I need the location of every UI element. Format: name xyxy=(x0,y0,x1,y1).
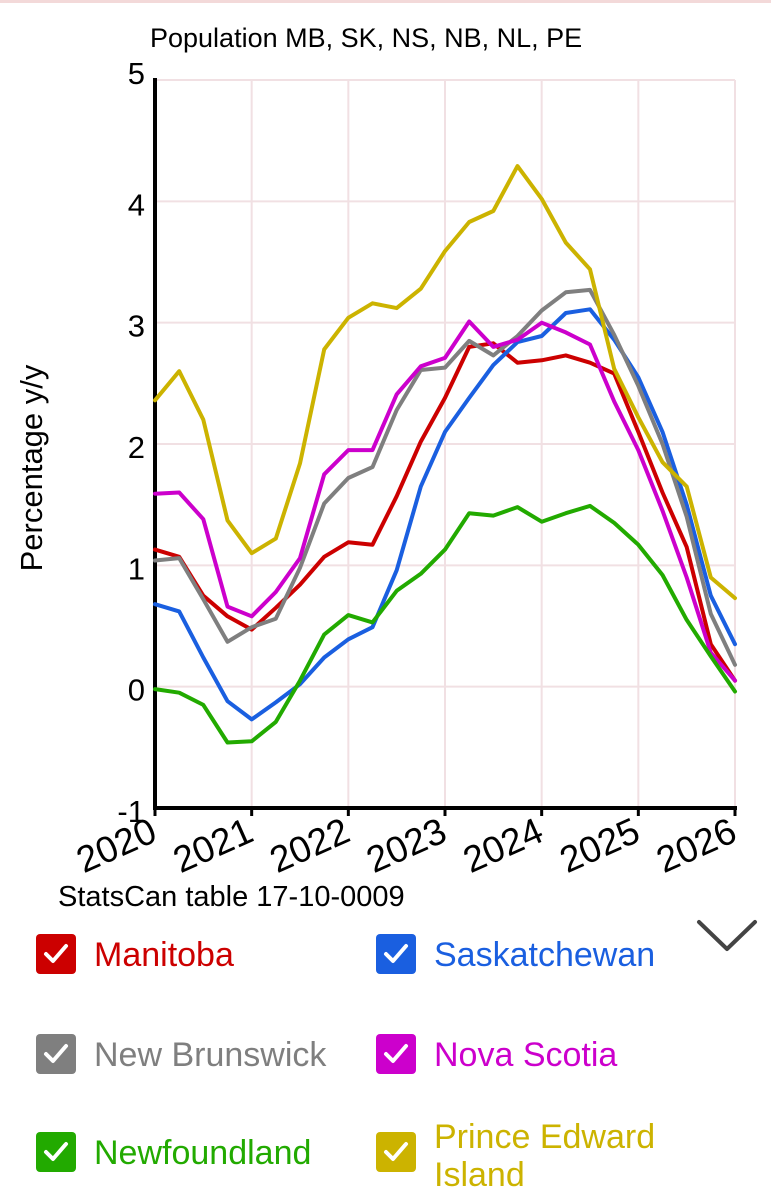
series-line-newfoundland xyxy=(153,503,737,745)
y-tick-label: 5 xyxy=(128,56,145,91)
chart-title: Population MB, SK, NS, NB, NL, PE xyxy=(150,23,582,53)
checkbox-checked-icon[interactable] xyxy=(376,1034,416,1074)
x-tick-label: 2020 xyxy=(70,810,162,881)
source-note: StatsCan table 17-10-0009 xyxy=(58,881,405,913)
checkbox-checked-icon[interactable] xyxy=(36,1034,76,1074)
series-line-nova-scotia xyxy=(153,319,737,683)
x-tick-label: 2024 xyxy=(457,810,549,881)
legend-label: New Brunswick xyxy=(94,1036,327,1074)
legend-label: Nova Scotia xyxy=(434,1036,618,1074)
top-border xyxy=(0,0,771,3)
x-tick-label: 2021 xyxy=(167,810,259,881)
series-lines xyxy=(153,164,737,745)
x-tick-label: 2022 xyxy=(264,810,356,881)
legend-item-prince-edward-island[interactable]: Prince Edward Island xyxy=(376,1118,694,1194)
series-line-new-brunswick xyxy=(153,287,737,667)
y-tick-label: 1 xyxy=(128,551,145,586)
x-tick-labels: 2020 2021 2022 2023 2024 2025 2026 xyxy=(70,810,742,881)
checkbox-checked-icon[interactable] xyxy=(376,934,416,974)
checkbox-checked-icon[interactable] xyxy=(376,1132,416,1172)
y-tick-label: -1 xyxy=(117,794,145,829)
x-tick-label: 2023 xyxy=(360,810,452,881)
series-line-prince-edward-island xyxy=(153,164,737,601)
y-tick-label: 2 xyxy=(128,430,145,465)
legend-label: Manitoba xyxy=(94,936,234,974)
y-axis-label: Percentage y/y xyxy=(14,364,49,571)
legend-item-saskatchewan[interactable]: Saskatchewan xyxy=(376,934,655,974)
chart-grid xyxy=(154,79,736,809)
series-line-saskatchewan xyxy=(153,307,737,722)
y-tick-label: 0 xyxy=(128,673,145,708)
legend-label: Saskatchewan xyxy=(434,936,656,974)
x-tick-label: 2026 xyxy=(650,810,742,881)
legend-item-manitoba[interactable]: Manitoba xyxy=(36,934,234,974)
legend-item-newfoundland[interactable]: Newfoundland xyxy=(36,1132,311,1172)
checkbox-checked-icon[interactable] xyxy=(36,1132,76,1172)
legend-item-nova-scotia[interactable]: Nova Scotia xyxy=(376,1034,617,1074)
legend-label: Newfoundland xyxy=(94,1134,312,1172)
legend-label: Prince Edward Island xyxy=(434,1118,656,1194)
x-tick-label: 2025 xyxy=(554,810,646,881)
checkbox-checked-icon[interactable] xyxy=(36,934,76,974)
legend-item-new-brunswick[interactable]: New Brunswick xyxy=(36,1034,326,1074)
y-tick-label: 3 xyxy=(128,309,145,344)
series-line-manitoba xyxy=(153,341,737,683)
y-tick-labels: 5 4 3 2 1 0 -1 xyxy=(117,56,145,829)
chevron-down-icon[interactable] xyxy=(696,918,758,954)
y-tick-label: 4 xyxy=(128,187,145,222)
line-chart: 5 4 3 2 1 0 -1 2020 2021 2022 2023 2024 2025 2026 Po… xyxy=(14,23,742,913)
